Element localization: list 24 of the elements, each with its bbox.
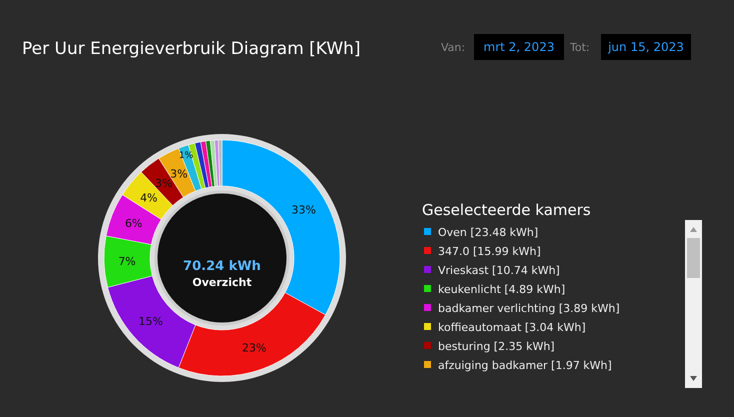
text: Van: [441, 41, 466, 54]
legend-title: Geselecteerde kamers [422, 201, 591, 219]
legend-label: afzuiging badkamer [1.97 kWh] [438, 359, 612, 372]
text: Tot: [569, 41, 590, 54]
data-label: 33% [292, 204, 316, 217]
text: mrt 2, 2023 [484, 40, 554, 54]
data-label: 15% [138, 314, 163, 328]
data-label: 4% [140, 191, 158, 204]
legend-label: 347.0 [15.99 kWh] [438, 245, 541, 258]
legend-label: besturing [2.35 kWh] [438, 340, 555, 353]
legend-label: keukenlicht [4.89 kWh] [438, 283, 566, 296]
text: Overzicht [192, 276, 252, 289]
legend-label: Oven [23.48 kWh] [438, 226, 538, 239]
data-label: 7% [118, 254, 136, 268]
data-label: 6% [124, 217, 142, 230]
text: 70.24 kWh [183, 259, 261, 274]
chart-title: Per Uur Energieverbruik Diagram [KWh] [22, 39, 361, 59]
data-label: 3% [155, 176, 172, 190]
legend-label: badkamer verlichting [3.89 kWh] [438, 302, 620, 315]
legend-label: Vrieskast [10.74 kWh] [438, 264, 560, 277]
legend-label: koffieautomaat [3.04 kWh] [438, 321, 586, 334]
data-label: 23% [242, 341, 266, 354]
data-label: 3% [170, 167, 188, 180]
text: jun 15, 2023 [607, 40, 684, 54]
